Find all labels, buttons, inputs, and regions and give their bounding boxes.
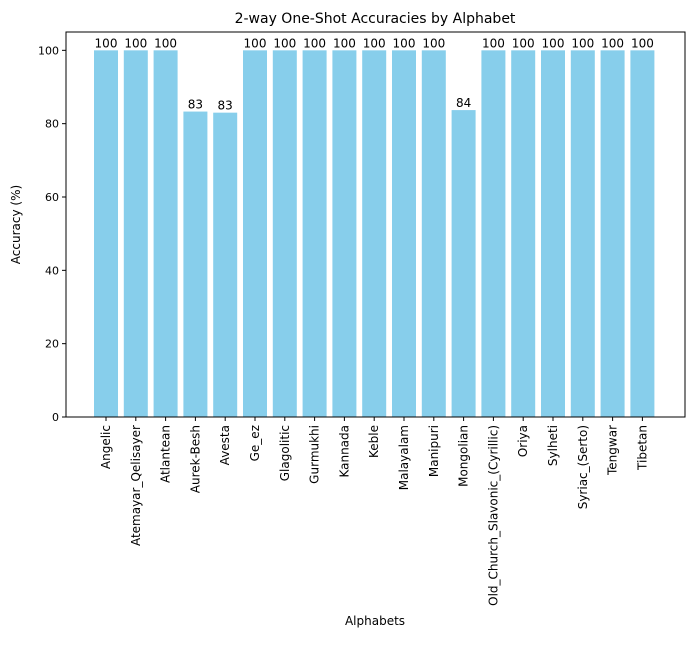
bar-value-label: 100 bbox=[95, 36, 118, 50]
x-axis-label: Alphabets bbox=[345, 614, 405, 628]
plot-frame bbox=[65, 31, 686, 418]
y-tick-label: 100 bbox=[38, 44, 59, 57]
x-tick-label: Malayalam bbox=[397, 425, 411, 490]
bar-oriya bbox=[511, 50, 536, 417]
x-tick-label: Atemayar_Qelisayer bbox=[129, 425, 143, 546]
bar-value-label: 100 bbox=[542, 36, 565, 50]
x-tick-label: Oriya bbox=[516, 425, 530, 457]
bar-value-label: 100 bbox=[303, 36, 326, 50]
x-tick-label: Old_Church_Slavonic_(Cyrillic) bbox=[486, 425, 500, 606]
bar-syriac-serto bbox=[570, 50, 595, 417]
bar-gurmukhi bbox=[302, 50, 327, 417]
bar-aurek-besh bbox=[183, 111, 208, 418]
x-tick-label: Glagolitic bbox=[278, 425, 292, 481]
bar-value-label: 100 bbox=[631, 36, 654, 50]
x-tick-label: Atlantean bbox=[159, 425, 173, 483]
x-tick-label: Kannada bbox=[337, 425, 351, 478]
bar-atemayar-qelisayer bbox=[123, 50, 148, 417]
bar-manipuri bbox=[421, 50, 446, 417]
bar-sylheti bbox=[541, 50, 565, 417]
x-tick-label: Gurmukhi bbox=[308, 425, 322, 484]
bar-mongolian bbox=[451, 110, 476, 417]
y-tick-label: 0 bbox=[52, 411, 59, 424]
x-tick-label: Sylheti bbox=[546, 425, 560, 466]
bar-value-label: 84 bbox=[456, 96, 471, 110]
bar-value-label: 100 bbox=[482, 36, 505, 50]
y-tick-label: 20 bbox=[45, 338, 59, 351]
x-tick-label: Keble bbox=[367, 425, 381, 458]
bar-value-label: 100 bbox=[571, 36, 594, 50]
x-tick-label: Mongolian bbox=[457, 425, 471, 487]
bar-glagolitic bbox=[272, 50, 297, 417]
x-tick-label: Angelic bbox=[99, 425, 113, 469]
bar-angelic bbox=[94, 50, 118, 417]
y-tick-label: 80 bbox=[45, 118, 59, 131]
x-tick-label: Tengwar bbox=[606, 425, 620, 476]
bar-ge-ez bbox=[243, 50, 267, 417]
x-tick-label: Manipuri bbox=[427, 425, 441, 477]
bar-value-label: 100 bbox=[363, 36, 386, 50]
y-axis-label: Accuracy (%) bbox=[9, 185, 23, 264]
x-tick-label: Avesta bbox=[218, 425, 232, 465]
bar-avesta bbox=[213, 112, 238, 418]
bar-value-label: 100 bbox=[124, 36, 147, 50]
bar-malayalam bbox=[392, 50, 416, 417]
y-tick-label: 40 bbox=[45, 264, 59, 277]
x-tick-label: Syriac_(Serto) bbox=[576, 425, 590, 509]
bar-old-church-slavonic-cyrillic bbox=[481, 50, 506, 417]
bar-value-label: 100 bbox=[393, 36, 416, 50]
bar-value-label: 100 bbox=[273, 36, 296, 50]
bars-group bbox=[94, 50, 655, 418]
bar-atlantean bbox=[153, 50, 178, 417]
x-axis-ticks: Angelic Atemayar_Qelisayer Atlantean Aurek-… bbox=[99, 417, 649, 606]
bar-value-label: 100 bbox=[333, 36, 356, 50]
bar-kannada bbox=[332, 50, 357, 417]
x-tick-label: Ge_ez bbox=[248, 425, 262, 461]
data-labels: 100 100 100 83 83 100 100 100 100 100 100 100 84 100 1… bbox=[95, 36, 654, 112]
y-axis-ticks: 0 20 40 60 80 100 bbox=[38, 44, 66, 424]
bar-value-label: 100 bbox=[601, 36, 624, 50]
bar-tibetan bbox=[630, 50, 655, 417]
x-tick-label: Aurek-Besh bbox=[188, 425, 202, 493]
y-tick-label: 60 bbox=[45, 191, 59, 204]
bar-tengwar bbox=[600, 50, 625, 417]
bar-value-label: 100 bbox=[422, 36, 445, 50]
bar-value-label: 100 bbox=[512, 36, 535, 50]
bar-keble bbox=[362, 50, 387, 417]
x-tick-label: Tibetan bbox=[635, 425, 649, 471]
chart-title: 2-way One-Shot Accuracies by Alphabet bbox=[235, 11, 516, 27]
bar-value-label: 100 bbox=[154, 36, 177, 50]
bar-value-label: 100 bbox=[244, 36, 267, 50]
bar-value-label: 83 bbox=[188, 98, 203, 112]
bar-value-label: 83 bbox=[218, 99, 233, 113]
